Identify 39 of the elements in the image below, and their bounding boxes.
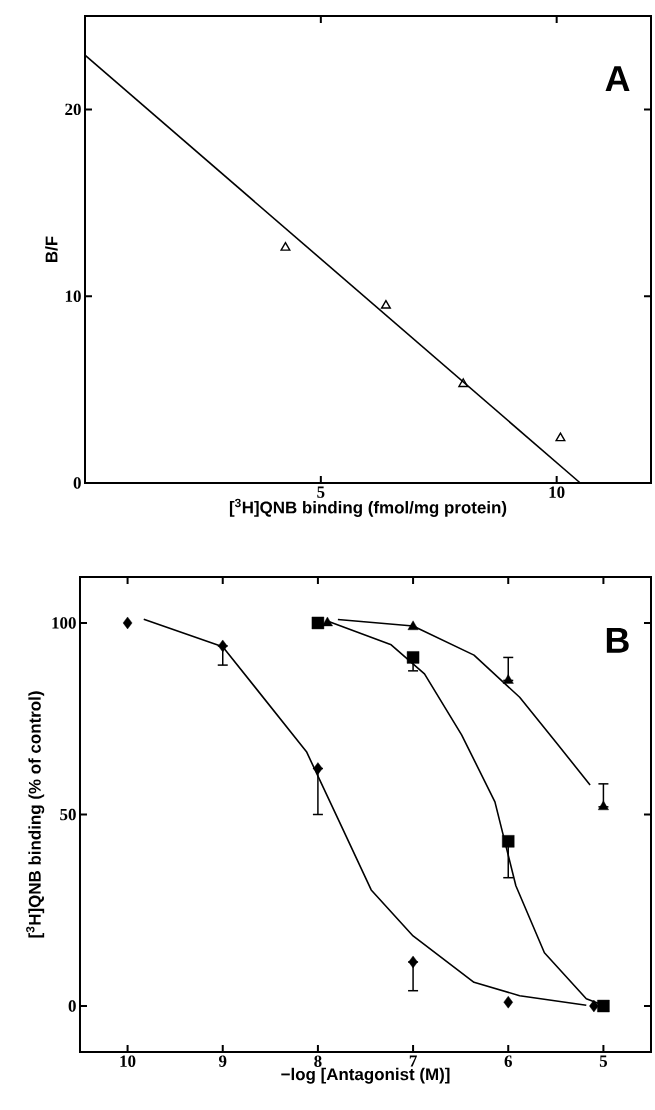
- point: [503, 996, 513, 1009]
- point: [408, 955, 418, 969]
- point: [280, 241, 291, 251]
- y-tick-label: 20: [65, 103, 81, 116]
- line-series: [142, 618, 588, 1007]
- y-tick-label: 100: [52, 617, 76, 629]
- point: [502, 835, 515, 848]
- point: [406, 651, 420, 664]
- point: [502, 674, 514, 684]
- y-tick-label: 0: [68, 1000, 76, 1012]
- point: [218, 639, 228, 653]
- y-tick-label: 10: [65, 290, 81, 302]
- point: [598, 800, 609, 811]
- point: [589, 999, 599, 1013]
- x-tick-label: 5: [599, 1055, 608, 1067]
- x-tick-label: 6: [504, 1055, 512, 1067]
- x-tick-label: 10: [120, 1055, 136, 1067]
- point: [555, 432, 566, 442]
- point: [311, 616, 325, 630]
- point: [407, 620, 419, 630]
- x-tick-label: 7: [409, 1055, 417, 1067]
- y-tick-label: 0: [73, 477, 81, 489]
- y-axis-title: [$^{3}$H]QNB binding (% of control): [26, 691, 45, 938]
- y-tick-label: 50: [60, 808, 76, 821]
- point: [122, 616, 133, 630]
- y-axis-title: B/F: [45, 236, 58, 262]
- line-series: [337, 618, 591, 786]
- x-axis-title: [$^{3}$H]QNB binding (fmol/mg protein): [229, 498, 507, 517]
- point: [380, 299, 391, 309]
- annotation: A: [605, 66, 630, 91]
- annotation: B: [606, 628, 629, 653]
- point: [322, 616, 333, 627]
- point: [458, 378, 469, 388]
- x-tick-label: 5: [317, 486, 325, 498]
- point: [313, 762, 323, 775]
- point: [597, 999, 610, 1013]
- x-tick-label: 9: [218, 1055, 227, 1067]
- x-axis-title: −log [Antagonist (M)]: [281, 1067, 450, 1084]
- x-tick-label: 8: [314, 1055, 322, 1067]
